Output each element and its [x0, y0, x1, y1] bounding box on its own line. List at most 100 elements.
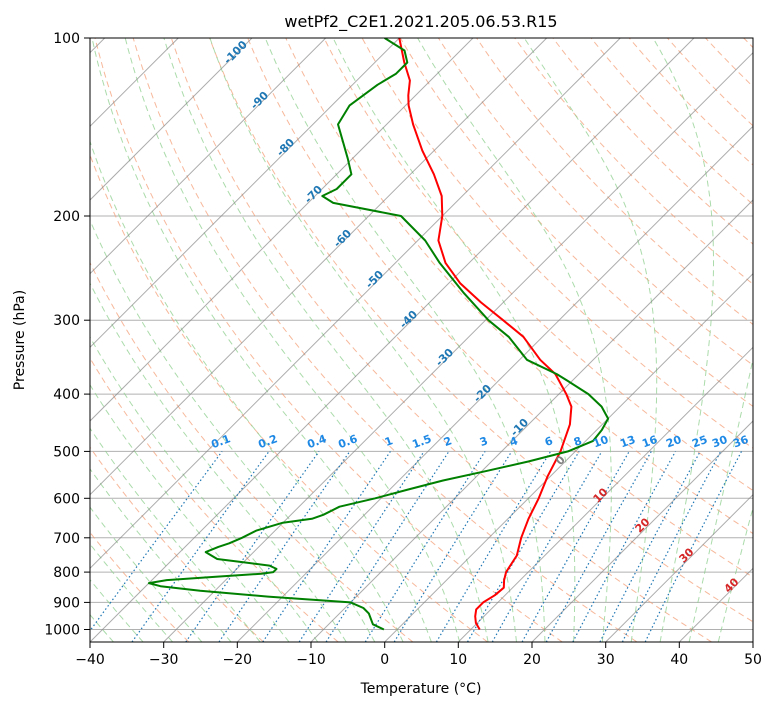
isotherm [531, 420, 753, 642]
chart-title: wetPf2_C2E1.2021.205.06.53.R15 [284, 12, 557, 32]
isotherm [310, 199, 753, 642]
moist-adiabat [90, 336, 319, 642]
x-tick-label: 50 [744, 652, 762, 668]
dry-adiabat [399, 38, 753, 407]
mixing-ratio-label: 20 [664, 433, 683, 451]
mixing-ratio-line [364, 451, 486, 642]
dry-adiabat [476, 38, 753, 326]
x-tick-label: −10 [296, 652, 326, 668]
x-tick-label: −30 [149, 652, 179, 668]
mixing-ratio-label: 6 [543, 434, 555, 449]
mixing-ratio-label: 16 [640, 433, 659, 451]
mixing-ratio-label: 8 [572, 434, 584, 449]
dry-adiabat [323, 38, 753, 492]
dry-adiabat [170, 38, 712, 642]
dry-adiabat [90, 261, 414, 642]
x-tick-label: 20 [523, 652, 541, 668]
y-tick-label: 100 [53, 31, 80, 47]
dry-adiabat [132, 38, 638, 642]
moist-adiabat [90, 282, 347, 642]
dry-adiabat [94, 38, 563, 642]
mixing-ratio-line [131, 451, 270, 642]
mixing-ratio-line [572, 451, 677, 642]
dewpoint-line [147, 38, 610, 631]
mixing-ratio-label: 1 [383, 434, 395, 449]
moist-adiabat [90, 543, 173, 642]
isotherm [90, 38, 327, 275]
series-lines [147, 38, 610, 631]
y-tick-label: 800 [53, 565, 80, 581]
mixing-ratio-label: 3 [478, 434, 490, 449]
mixing-ratio-line [90, 451, 223, 632]
mixing-ratio-line [521, 451, 630, 642]
moist-adiabat [688, 356, 753, 642]
y-tick-label: 900 [53, 595, 80, 611]
moist-adiabat [90, 427, 261, 642]
mixing-ratio-label: 2 [442, 434, 454, 449]
mixing-ratio-label: 10 [591, 433, 610, 451]
x-tick-label: −40 [75, 652, 105, 668]
mixing-ratio-label: 1.5 [410, 432, 433, 451]
mixing-ratio-label: 30 [710, 433, 729, 451]
moist-adiabat [717, 506, 753, 642]
moist-adiabat [90, 383, 290, 642]
dry-adiabat [90, 446, 264, 642]
dry-adiabat [209, 38, 753, 623]
mixing-ratio-label: 0.6 [336, 432, 359, 451]
y-tick-label: 700 [53, 531, 80, 547]
y-tick-label: 400 [53, 387, 80, 403]
mixing-ratio-line [545, 451, 652, 642]
x-tick-label: 30 [597, 652, 615, 668]
y-axis: 100 200 300 400 500 600 700 800 900 1000 [44, 31, 90, 639]
x-tick-label: 40 [670, 652, 688, 668]
isotherm [90, 38, 253, 201]
isotherm [90, 38, 548, 496]
dry-adiabat [628, 38, 753, 166]
y-tick-label: 500 [53, 444, 80, 460]
dry-adiabat [514, 38, 753, 285]
moist-adiabat [264, 38, 546, 642]
mixing-ratio-label: 0.2 [256, 432, 279, 451]
background-lines [90, 38, 753, 642]
mixing-ratio-label: 0.4 [305, 432, 328, 451]
y-tick-label: 200 [53, 209, 80, 225]
dry-adiabat [247, 38, 753, 578]
mixing-ratio-line [435, 451, 552, 642]
mixing-ratio-label: 13 [618, 433, 637, 450]
isotherm [90, 38, 621, 570]
moist-adiabat [523, 38, 658, 642]
isotherm [236, 125, 753, 642]
x-tick-label: −20 [223, 652, 253, 668]
y-tick-label: 600 [53, 491, 80, 507]
moist-adiabat [163, 38, 489, 642]
x-tick-label: 10 [449, 652, 467, 668]
mixing-ratio-line [393, 451, 513, 642]
mixing-ratio-line [491, 451, 603, 642]
moist-adiabat [652, 38, 714, 642]
mixing-ratio-label: 0.1 [209, 432, 232, 451]
isotherm [384, 272, 753, 642]
isotherm [163, 51, 753, 642]
mixing-ratio-label: 36 [731, 433, 750, 451]
mixing-ratio-label: 25 [690, 433, 709, 450]
moist-adiabat [124, 38, 461, 642]
x-axis: −40 −30 −20 −10 0 10 20 30 40 50 [75, 642, 762, 668]
isotherm [457, 346, 753, 642]
isotherm [90, 38, 695, 642]
isotherm [90, 38, 474, 422]
y-tick-label: 300 [53, 313, 80, 329]
x-tick-label: 0 [380, 652, 389, 668]
mixing-ratio-line [325, 451, 450, 642]
temperature-line [398, 38, 573, 631]
dry-adiabat [590, 38, 753, 206]
moist-adiabat [417, 38, 612, 642]
y-axis-title: Pressure (hPa) [12, 290, 28, 390]
mixing-ratio-line [218, 451, 351, 642]
isotherm [605, 493, 753, 642]
mixing-ratio-label: 4 [508, 434, 520, 449]
moist-adiabat [91, 38, 432, 642]
plot-frame [89, 37, 754, 643]
moist-adiabat [90, 506, 203, 642]
y-tick-label: 1000 [44, 623, 80, 639]
